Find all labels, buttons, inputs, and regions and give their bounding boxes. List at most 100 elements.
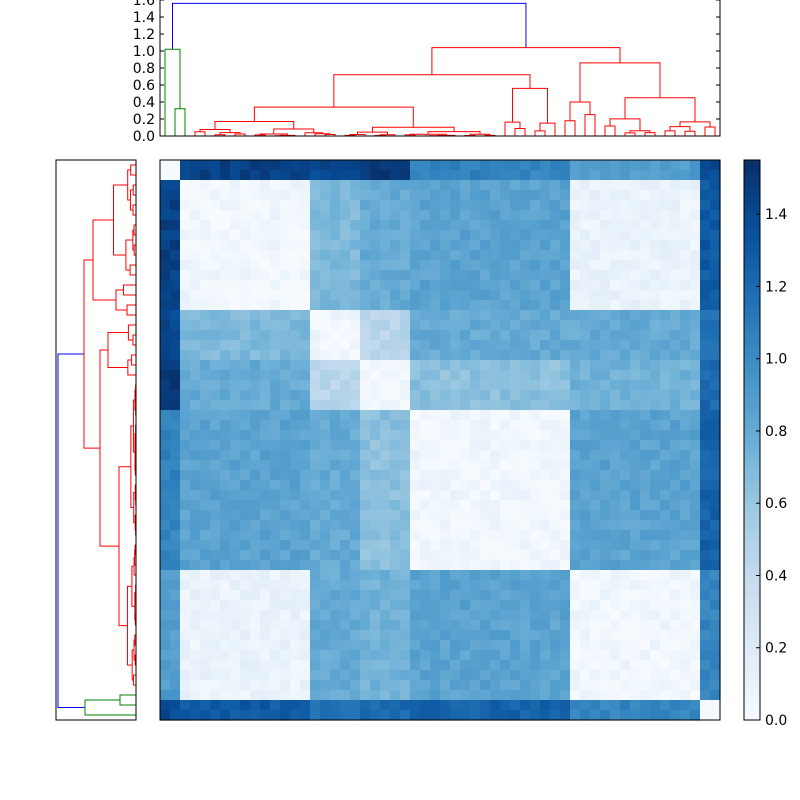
heatmap-cell — [290, 230, 301, 241]
heatmap-cell — [460, 300, 471, 311]
heatmap-cell — [550, 330, 561, 341]
heatmap-cell — [570, 470, 581, 481]
heatmap-cell — [590, 570, 601, 581]
heatmap-cell — [430, 710, 441, 721]
heatmap-cell — [660, 590, 671, 601]
heatmap-cell — [490, 680, 501, 691]
heatmap-cell — [570, 420, 581, 431]
heatmap-cell — [690, 490, 701, 501]
heatmap-cell — [620, 300, 631, 311]
heatmap-cell — [650, 290, 661, 301]
heatmap-cell — [290, 250, 301, 261]
heatmap-cell — [330, 450, 341, 461]
heatmap-cell — [410, 160, 421, 171]
heatmap-cell — [620, 400, 631, 411]
heatmap-cell — [670, 700, 681, 711]
heatmap-cell — [310, 430, 321, 441]
heatmap-cell — [440, 570, 451, 581]
heatmap-cell — [690, 320, 701, 331]
heatmap-cell — [180, 550, 191, 561]
heatmap-cell — [690, 430, 701, 441]
heatmap-cell — [520, 330, 531, 341]
heatmap-cell — [200, 630, 211, 641]
heatmap-cell — [360, 420, 371, 431]
top-dendrogram-link — [357, 131, 388, 135]
heatmap-cell — [390, 320, 401, 331]
heatmap-cell — [290, 320, 301, 331]
heatmap-cell — [540, 700, 551, 711]
heatmap-cell — [630, 330, 641, 341]
heatmap-cell — [640, 680, 651, 691]
heatmap-cell — [280, 180, 291, 191]
heatmap-cell — [520, 180, 531, 191]
heatmap-cell — [390, 170, 401, 181]
heatmap-cell — [500, 200, 511, 211]
heatmap-cell — [560, 440, 571, 451]
heatmap-cell — [560, 380, 571, 391]
heatmap-cell — [200, 710, 211, 721]
heatmap-cell — [630, 620, 641, 631]
heatmap-cell — [250, 210, 261, 221]
heatmap-cell — [280, 170, 291, 181]
heatmap-cell — [600, 350, 611, 361]
heatmap-cell — [310, 510, 321, 521]
heatmap-cell — [370, 340, 381, 351]
heatmap-cell — [710, 530, 721, 541]
heatmap-cell — [440, 510, 451, 521]
heatmap-cell — [290, 440, 301, 451]
heatmap-cell — [560, 280, 571, 291]
heatmap-cell — [660, 620, 671, 631]
heatmap-cell — [200, 210, 211, 221]
heatmap-cell — [590, 530, 601, 541]
heatmap-cell — [290, 620, 301, 631]
heatmap-cell — [540, 670, 551, 681]
heatmap-cell — [230, 260, 241, 271]
heatmap-cell — [460, 420, 471, 431]
heatmap-cell — [400, 210, 411, 221]
heatmap-cell — [520, 160, 531, 171]
heatmap-cell — [390, 280, 401, 291]
heatmap-cell — [430, 670, 441, 681]
heatmap-cell — [340, 580, 351, 591]
heatmap-cell — [680, 380, 691, 391]
heatmap-cell — [500, 190, 511, 201]
heatmap-cell — [660, 680, 671, 691]
heatmap-cell — [190, 670, 201, 681]
heatmap-cell — [320, 630, 331, 641]
heatmap-cell — [270, 660, 281, 671]
colorbar-swatch — [744, 332, 760, 337]
heatmap-cell — [560, 300, 571, 311]
heatmap-cell — [400, 390, 411, 401]
heatmap-cell — [300, 330, 311, 341]
heatmap-cell — [610, 710, 621, 721]
heatmap-cell — [350, 570, 361, 581]
heatmap-cell — [700, 310, 711, 321]
heatmap-cell — [260, 380, 271, 391]
heatmap-cell — [590, 270, 601, 281]
heatmap-cell — [580, 240, 591, 251]
heatmap-cell — [330, 550, 341, 561]
heatmap-cell — [590, 410, 601, 421]
heatmap-cell — [410, 460, 421, 471]
heatmap-cell — [160, 170, 171, 181]
heatmap-cell — [360, 660, 371, 671]
heatmap-cell — [190, 350, 201, 361]
heatmap-cell — [550, 250, 561, 261]
heatmap-cell — [500, 490, 511, 501]
heatmap-cell — [280, 500, 291, 511]
heatmap-cell — [170, 460, 181, 471]
heatmap-cell — [220, 600, 231, 611]
heatmap-cell — [380, 380, 391, 391]
heatmap-cell — [620, 580, 631, 591]
heatmap-cell — [300, 350, 311, 361]
heatmap-cell — [370, 360, 381, 371]
heatmap-cell — [230, 490, 241, 501]
heatmap-cell — [450, 310, 461, 321]
heatmap-cell — [550, 580, 561, 591]
heatmap-cell — [350, 240, 361, 251]
heatmap-cell — [510, 690, 521, 701]
heatmap-cell — [510, 380, 521, 391]
heatmap-cell — [480, 550, 491, 561]
heatmap-cell — [430, 620, 441, 631]
heatmap-cell — [280, 580, 291, 591]
